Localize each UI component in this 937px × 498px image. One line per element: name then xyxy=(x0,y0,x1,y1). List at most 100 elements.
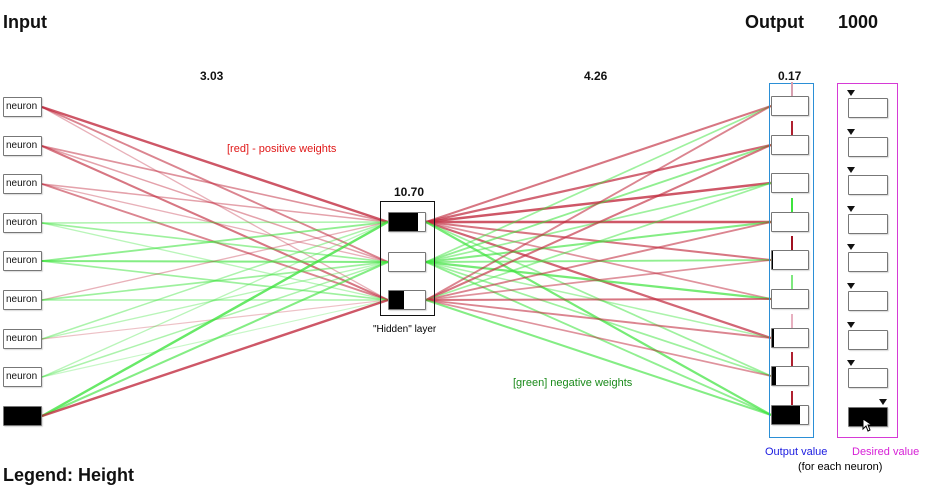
output-neuron xyxy=(771,135,809,155)
weight-line xyxy=(425,299,772,339)
desired-marker-icon xyxy=(847,283,855,289)
weight-line xyxy=(41,221,389,378)
desired-marker-icon xyxy=(847,360,855,366)
weight-line xyxy=(41,222,389,263)
output-weight-marker xyxy=(791,159,793,173)
output-neuron xyxy=(771,212,809,232)
desired-marker-icon xyxy=(847,322,855,328)
hidden-neuron xyxy=(388,212,426,232)
desired-neuron xyxy=(848,252,888,272)
desired-marker-icon xyxy=(847,206,855,212)
desired-value-frame xyxy=(837,83,898,438)
desired-neuron xyxy=(848,368,888,388)
weight-line xyxy=(41,145,389,263)
hidden-layer-value: 10.70 xyxy=(394,185,425,199)
weight-line xyxy=(41,183,389,263)
mouse-cursor-icon xyxy=(862,418,874,432)
input-neuron: neuron xyxy=(3,174,42,194)
input-hidden-value: 3.03 xyxy=(200,69,224,83)
desired-marker-icon xyxy=(879,399,887,405)
weight-line xyxy=(41,261,389,417)
input-neuron: neuron xyxy=(3,367,42,387)
desired-neuron xyxy=(848,137,888,157)
hidden-layer-frame xyxy=(380,201,435,316)
neuron-label: neuron xyxy=(6,371,38,382)
weight-line xyxy=(425,259,772,301)
output-layer-value: 0.17 xyxy=(778,69,802,83)
neuron-label: neuron xyxy=(6,294,38,305)
output-neuron xyxy=(771,328,809,348)
weight-line xyxy=(41,183,389,223)
output-weight-marker xyxy=(791,121,793,135)
weight-line xyxy=(41,261,389,340)
activation-fill xyxy=(772,251,774,269)
desired-neuron xyxy=(848,175,888,195)
desired-neuron xyxy=(848,291,888,311)
hidden-output-value: 4.26 xyxy=(584,69,608,83)
weight-line xyxy=(41,221,389,340)
activation-fill xyxy=(849,408,887,426)
desired-marker-icon xyxy=(847,244,855,250)
neuron-label: neuron xyxy=(6,333,38,344)
output-neuron xyxy=(771,173,809,193)
weight-line xyxy=(425,105,772,223)
desired-marker-icon xyxy=(847,167,855,173)
desired-neuron xyxy=(848,214,888,234)
weight-line xyxy=(425,105,772,301)
desired-neuron xyxy=(848,330,888,350)
weight-line xyxy=(41,221,389,262)
output-weight-marker xyxy=(791,275,793,289)
output-weight-marker xyxy=(791,314,793,328)
weight-line xyxy=(425,297,772,302)
weight-line xyxy=(41,145,389,301)
activation-fill xyxy=(772,367,777,385)
positive-weights-label: [red] - positive weights xyxy=(227,143,337,155)
desired-neuron xyxy=(848,407,888,427)
weight-line xyxy=(41,105,389,224)
weight-line xyxy=(41,221,389,224)
input-neuron xyxy=(3,406,42,426)
output-value-label: Output value xyxy=(765,446,828,458)
output-weight-marker xyxy=(791,391,793,405)
weight-line xyxy=(425,299,772,377)
weight-line xyxy=(425,105,772,263)
input-neuron: neuron xyxy=(3,213,42,233)
desired-neuron xyxy=(848,98,888,118)
output-neuron xyxy=(771,405,809,425)
output-weight-marker xyxy=(791,198,793,212)
input-neuron: neuron xyxy=(3,329,42,349)
desired-marker-icon xyxy=(847,129,855,135)
weight-line xyxy=(425,221,772,301)
weight-line xyxy=(425,144,772,301)
weight-line xyxy=(41,221,389,301)
input-neuron: neuron xyxy=(3,97,42,117)
activation-fill xyxy=(4,407,41,425)
weight-line xyxy=(41,298,389,418)
activation-fill xyxy=(389,291,405,309)
weight-line xyxy=(425,182,772,301)
legend-title: Legend: Height xyxy=(3,465,134,485)
output-weight-marker xyxy=(791,352,793,366)
neuron-label: neuron xyxy=(6,217,38,228)
output-neuron xyxy=(771,250,809,270)
negative-weights-label: [green] negative weights xyxy=(513,377,633,389)
input-neuron: neuron xyxy=(3,136,42,156)
input-neuron: neuron xyxy=(3,251,42,271)
neuron-label: neuron xyxy=(6,178,38,189)
output-title: Output xyxy=(745,12,804,32)
output-neuron xyxy=(771,96,809,116)
hidden-neuron xyxy=(388,290,426,310)
output-neuron xyxy=(771,366,809,386)
weight-line xyxy=(425,299,772,416)
neuron-label: neuron xyxy=(6,101,38,112)
output-weight-marker xyxy=(791,236,793,250)
hidden-layer-caption: "Hidden" layer xyxy=(373,324,437,335)
desired-value-label: Desired value xyxy=(852,446,920,458)
activation-fill xyxy=(389,213,418,231)
input-neuron: neuron xyxy=(3,290,42,310)
for-each-neuron-label: (for each neuron) xyxy=(798,461,883,473)
weight-line xyxy=(41,220,389,418)
hidden-neuron xyxy=(388,252,426,272)
desired-marker-icon xyxy=(847,90,855,96)
